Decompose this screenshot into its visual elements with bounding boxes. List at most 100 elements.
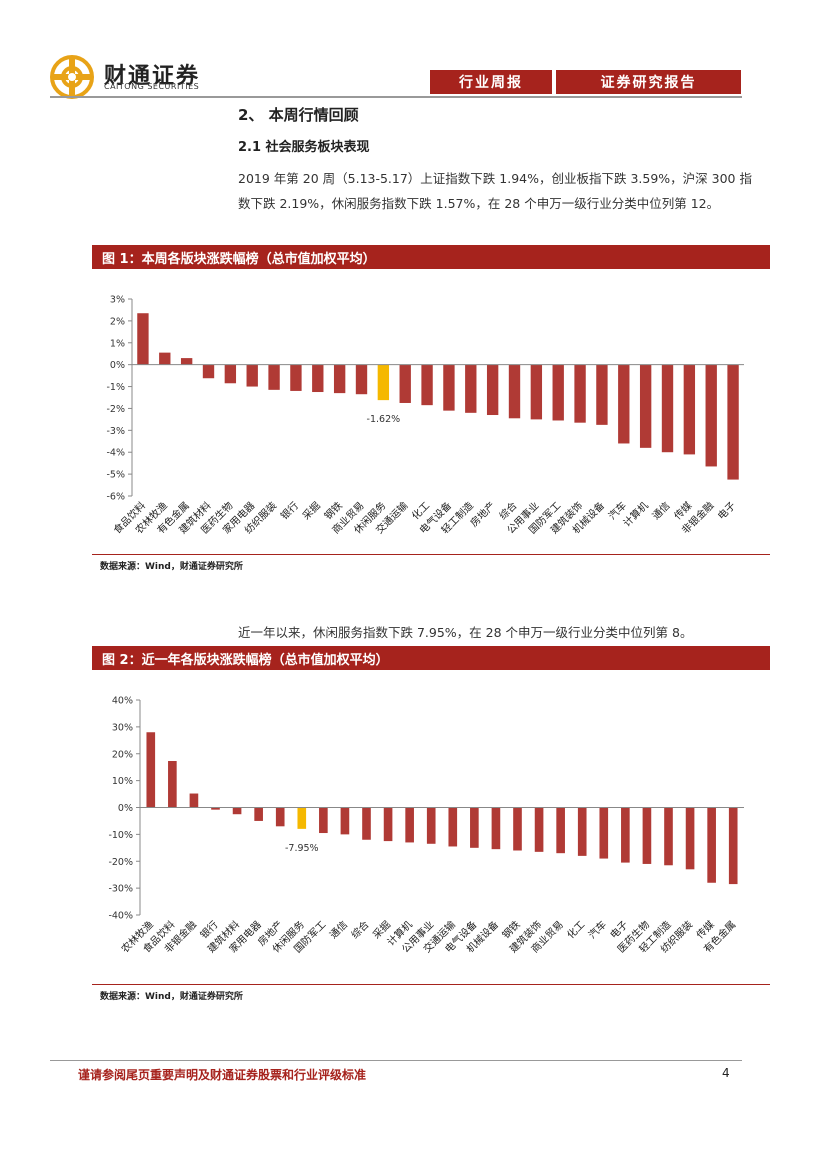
figure1-chart: 3%2%1%0%-1%-2%-3%-4%-5%-6%食品饮料农林牧渔有色金属建筑… [107,295,744,536]
section-heading: 2、 本周行情回顾 [238,106,359,124]
x-category-label: 计算机 [620,499,650,529]
bar [618,364,630,444]
bar [728,807,738,885]
bar [596,364,608,425]
bar [355,364,368,395]
y-tick-label: 3% [110,295,125,306]
y-tick-label: 0% [118,803,133,814]
x-category-label: 房地产 [467,499,497,529]
bar [405,807,414,843]
bar [574,364,586,423]
footer-divider [50,1060,742,1061]
y-tick-label: -40% [108,911,133,922]
bar [137,313,149,365]
bar [275,807,285,827]
x-category-label: 通信 [327,919,350,942]
bar [534,807,544,852]
header-divider [50,96,742,98]
bar [530,364,543,420]
y-tick-label: 1% [110,338,125,349]
bar [448,807,458,847]
x-category-label: 电子 [715,499,738,522]
figure1-source: 数据来源：Wind，财通证券研究所 [100,562,243,572]
y-tick-label: -6% [107,492,126,503]
bar [552,364,564,421]
y-tick-label: 20% [112,749,133,760]
y-tick-label: -3% [107,426,126,437]
bar [333,364,346,394]
weekly-summary-paragraph: 2019 年第 20 周（5.13-5.17）上证指数下跌 1.94%，创业板指… [238,171,752,211]
x-category-label: 综合 [348,918,371,941]
y-tick-label: -1% [107,382,126,393]
report-category-tag: 证券研究报告 [556,70,741,94]
figure1-title: 图 1：本周各版块涨跌幅榜（总市值加权平均） [92,245,770,269]
bar [661,364,674,453]
bar [224,364,237,384]
bar [465,364,477,413]
bar [705,364,717,467]
y-tick-label: -4% [107,448,126,459]
bar [383,807,393,842]
bar [664,807,673,866]
bar [232,807,242,815]
y-tick-label: -5% [107,470,126,481]
bar [513,807,522,851]
y-tick-label: 40% [112,696,133,707]
figure2-chart: 40%30%20%10%0%-10%-20%-30%-40%农林牧渔食品饮料非银… [108,696,744,955]
bar [202,364,215,379]
y-tick-label: -2% [107,404,126,415]
brand-name-english: CAITONG SECURITIES [104,82,200,91]
bar [707,807,716,883]
bar [599,807,609,859]
bar [189,793,199,808]
y-tick-label: 10% [112,776,133,787]
caitong-logo-icon [50,55,94,99]
y-tick-label: 30% [112,722,133,733]
report-type-tag: 行业周报 [430,70,552,94]
bar [685,807,695,870]
y-tick-label: 2% [110,316,125,327]
bar [319,807,328,834]
highlight-data-label: -1.62% [367,414,401,425]
figure2-source: 数据来源：Wind，财通证券研究所 [100,992,243,1002]
disclaimer-note: 谨请参阅尾页重要声明及财通证券股票和行业评级标准 [78,1068,367,1082]
bar [399,364,411,403]
bar [290,364,302,391]
bar [470,807,479,848]
x-category-label: 采掘 [300,499,323,522]
bar [443,364,455,411]
bar [312,364,324,393]
bar [180,358,193,365]
x-category-label: 通信 [650,500,673,523]
bar [683,364,696,455]
y-tick-label: -10% [108,830,133,841]
bar [642,807,652,864]
bar [362,807,371,840]
bar [268,364,280,390]
bar [254,807,263,821]
bar [421,364,433,406]
x-category-label: 汽车 [586,918,609,941]
figure2-bottom-rule [92,984,770,985]
yearly-summary-paragraph: 近一年以来，休闲服务指数下跌 7.95%，在 28 个申万一级行业分类中位列第 … [238,625,693,640]
highlight-data-label: -7.95% [285,843,319,854]
bar [577,807,587,856]
bar [639,364,652,448]
subsection-heading: 2.1 社会服务板块表现 [238,140,370,155]
figure2-title: 图 2：近一年各版块涨跌幅榜（总市值加权平均） [92,646,770,670]
bar [211,807,220,810]
bar [340,807,350,835]
x-category-label: 化工 [564,918,587,941]
bar [491,807,501,850]
y-tick-label: 0% [110,360,125,371]
bar [377,364,390,401]
bar [426,807,436,844]
bar [621,807,630,863]
bar [727,364,739,480]
brand-name: 财通证券 [104,64,201,89]
bar [168,761,177,808]
y-tick-label: -20% [108,857,133,868]
bar [556,807,565,854]
bar [486,364,499,416]
page-number: 4 [722,1066,730,1080]
